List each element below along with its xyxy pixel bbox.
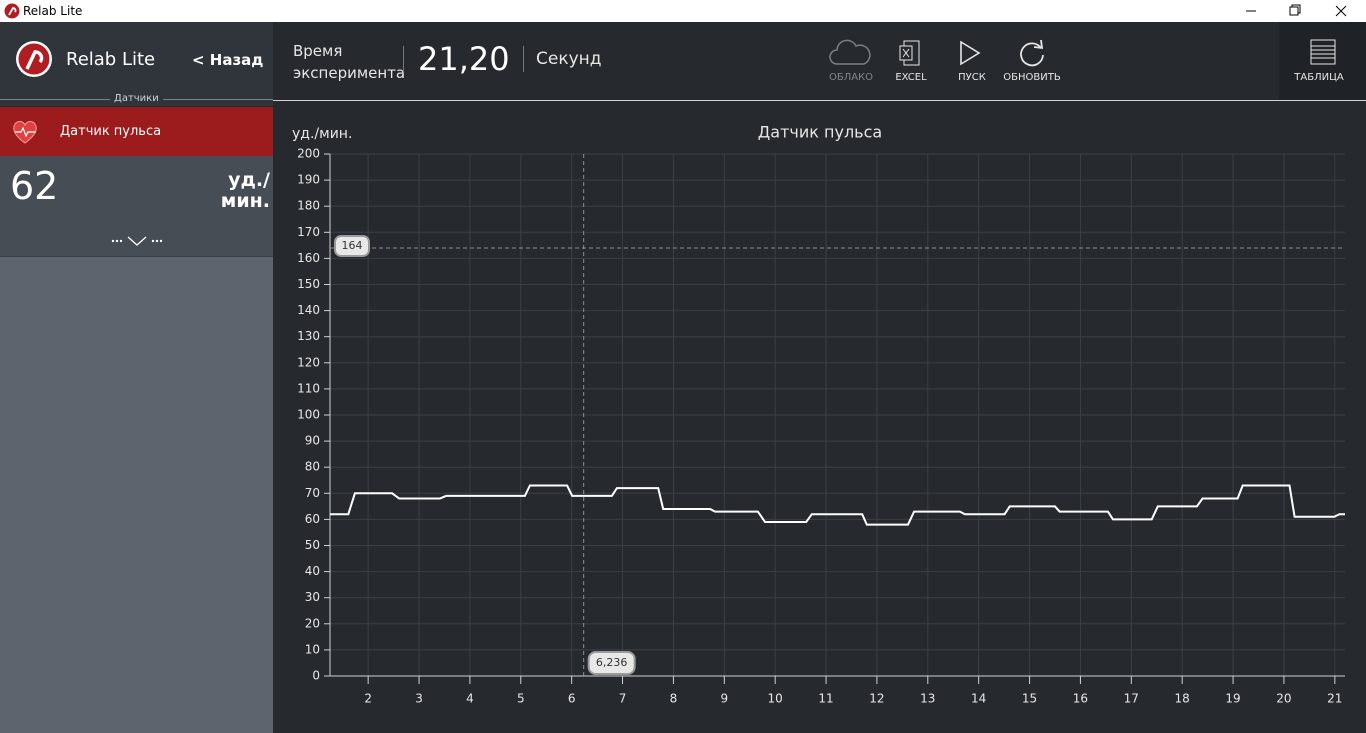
toolbar-button[interactable]: ОБЛАКО [828,72,874,83]
time-unit: Секунд [536,49,602,69]
crosshair-x-badge [587,651,636,675]
x-tick-label: 20 [1276,692,1291,706]
y-tick-label: 190 [297,173,320,187]
y-tick-label: 140 [297,303,320,317]
window-title: Relab Lite [23,4,83,18]
crosshair-y-label: 164 [342,239,363,252]
separator [523,46,524,72]
x-tick-label: 13 [920,692,935,706]
excel-icon [899,40,920,66]
x-tick-label: 11 [818,692,833,706]
x-tick-label: 10 [768,692,783,706]
x-tick-label: 4 [466,692,474,706]
y-tick-label: 90 [305,434,320,448]
time-value: 21,20 [418,40,510,78]
app-icon [4,3,20,19]
y-tick-label: 50 [305,538,320,552]
y-tick-label: 130 [297,329,320,343]
y-tick-label: 10 [305,642,320,656]
sensor-unit: уд./ мин. [220,169,270,212]
x-tick-label: 5 [517,692,525,706]
title-bar: Relab Lite [0,0,1366,22]
chart: Датчик пульса уд./мин. 0 10 20 30 40 50 60 70 80… [292,123,1345,706]
sensor-name: Датчик пульса [60,124,162,139]
table-icon [1310,39,1336,65]
window-controls[interactable] [1230,0,1366,22]
x-tick-label: 2 [364,692,372,706]
y-tick-label: 20 [305,616,320,630]
chart-title: Датчик пульса [758,123,882,142]
y-tick-label: 200 [297,147,320,161]
sidebar-empty [0,257,273,733]
heart-icon [13,121,37,144]
back-button[interactable]: < Назад [192,51,264,69]
x-tick-label: 3 [415,692,423,706]
x-tick-label: 18 [1175,692,1190,706]
sensor-value: 62 [10,164,59,208]
toolbar: Время эксперимента 21,20 Секунд [273,22,1366,101]
toolbar-button[interactable]: EXCEL [895,72,927,83]
y-tick-label: 70 [305,486,320,500]
y-axis-label: уд./мин. [292,126,352,142]
x-tick-label: 19 [1225,692,1240,706]
toolbar-button[interactable]: ТАБЛИЦА [1294,72,1344,83]
y-tick-label: 160 [297,251,320,265]
app-logo [16,41,52,77]
data-line [330,484,1345,526]
sensor-row[interactable]: Датчик пульса [0,107,273,156]
toolbar-button[interactable]: ОБНОВИТЬ [1003,72,1061,83]
section-label: Датчики [110,93,163,104]
y-tick-label: 120 [297,355,320,369]
cloud-icon [829,39,871,65]
y-tick-label: 40 [305,564,320,578]
x-tick-label: 14 [971,692,986,706]
toolbar-button[interactable]: ПУСК [958,72,986,83]
time-label: Время эксперимента [293,42,406,82]
y-tick-label: 180 [297,199,320,213]
crosshair-y-badge [334,234,370,257]
table-button-bg[interactable] [1279,22,1366,100]
x-tick-label: 7 [619,692,627,706]
sidebar-header: Relab Lite < Назад Датчики [0,22,273,106]
y-tick-label: 80 [305,460,320,474]
y-tick-label: 100 [297,408,320,422]
crosshair-x-label: 6,236 [596,656,628,669]
x-tick-label: 8 [670,692,678,706]
y-tick-label: 170 [297,225,320,239]
app-name: Relab Lite [66,49,156,70]
x-tick-label: 9 [720,692,728,706]
x-tick-label: 16 [1073,692,1088,706]
y-tick-label: 150 [297,277,320,291]
sensor-value-panel: 62 уд./ мин. [0,156,273,257]
expand-toggle[interactable] [110,234,164,248]
separator [403,46,404,72]
y-tick-label: 30 [305,590,320,604]
y-tick-label: 0 [312,669,320,683]
y-tick-label: 110 [297,381,320,395]
refresh-icon [1020,39,1044,67]
x-tick-label: 12 [869,692,884,706]
x-tick-label: 15 [1022,692,1037,706]
y-tick-label: 60 [305,512,320,526]
play-icon [960,40,981,66]
x-tick-label: 21 [1327,692,1342,706]
x-tick-label: 17 [1124,692,1139,706]
x-tick-label: 6 [568,692,576,706]
